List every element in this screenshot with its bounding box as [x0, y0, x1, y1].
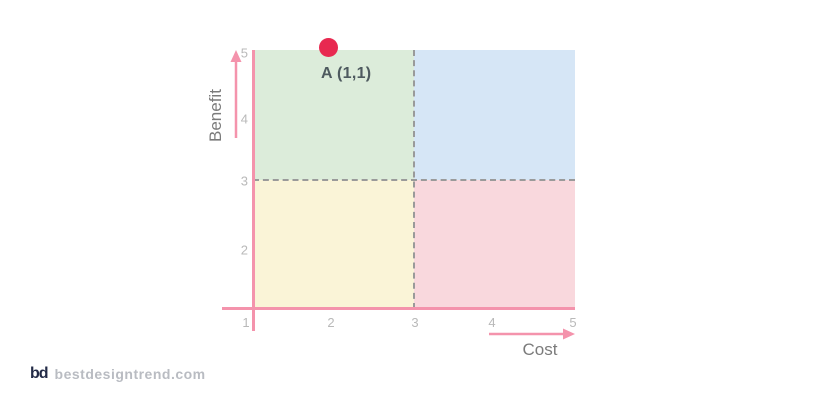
x-axis-line [222, 307, 575, 310]
x-axis-arrow-icon [489, 328, 575, 340]
watermark-site-text: bestdesigntrend.com [54, 366, 206, 382]
y-axis-label: Benefit [206, 89, 225, 142]
quadrant-bottom-right [414, 180, 575, 309]
y-axis-line [252, 50, 255, 331]
bestdesigntrend-logo-icon: bd [30, 365, 49, 382]
data-point-label: A (1,1) [321, 65, 372, 82]
data-point-a [319, 38, 338, 57]
quadrant-top-right [414, 50, 575, 180]
x-tick-label: 2 [327, 315, 335, 330]
y-tick-label: 2 [240, 242, 248, 258]
x-tick-label: 4 [488, 315, 496, 330]
y-axis-arrow-icon [230, 50, 242, 138]
y-tick-label: 5 [240, 45, 248, 61]
y-tick-label: 4 [240, 111, 248, 127]
plot-area [253, 50, 575, 309]
x-axis-label: Cost [522, 340, 558, 359]
x-tick-label: 5 [569, 315, 577, 330]
quadrant-top-left [253, 50, 414, 180]
watermark: bd bestdesigntrend.com [30, 365, 206, 383]
quadrant-divider-vertical [413, 50, 415, 309]
x-tick-label: 1 [242, 315, 250, 330]
x-tick-label: 3 [411, 315, 419, 330]
y-tick-label: 3 [240, 173, 248, 189]
quadrant-bottom-left [253, 180, 414, 309]
